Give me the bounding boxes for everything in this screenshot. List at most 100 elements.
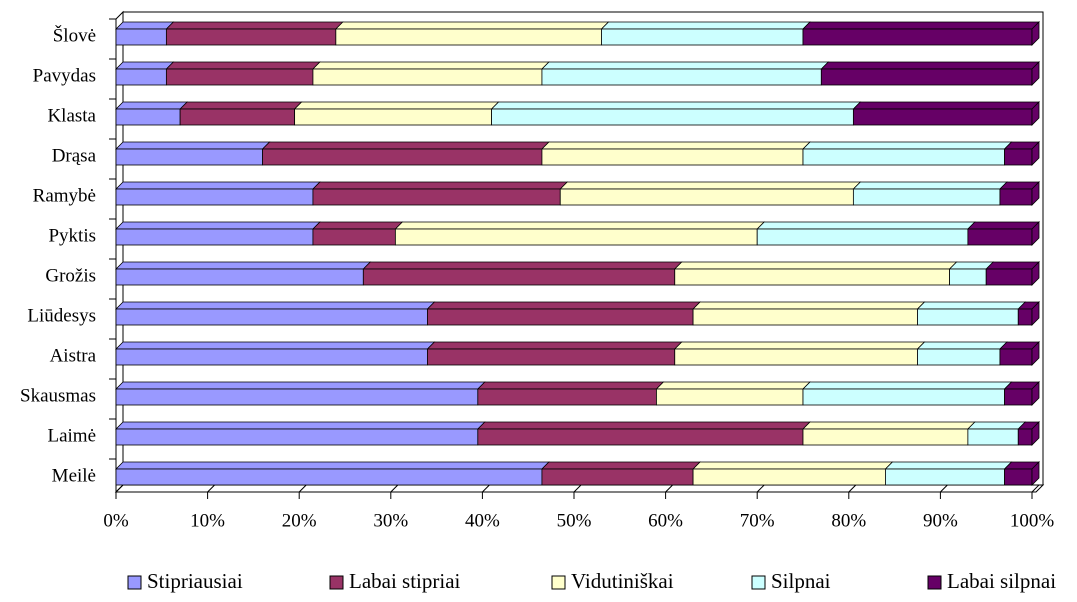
bar-front [335,28,602,46]
bar-segment [985,261,1040,286]
bar-top [692,301,926,310]
bar-front [115,148,263,166]
x-tick-label: 30% [373,510,408,531]
bar-top [540,141,811,150]
bar-top [334,21,610,30]
bar-top [540,461,702,470]
bar-segment [655,381,811,406]
bar-front [115,308,428,326]
legend-swatch [329,575,344,590]
bar-top [852,101,1040,110]
bar-segment [115,21,175,46]
bar-front [601,28,804,46]
bar-front [541,148,804,166]
bar-segment [540,461,702,486]
bar-front [985,268,1033,286]
legend-label: Silpnai [771,569,831,593]
floor-grid [940,484,948,493]
floor-grid [390,484,399,493]
legend-swatch [927,575,942,590]
bar-front [541,468,694,486]
bar-top [311,61,550,70]
bar-segment [293,101,500,126]
legend-label: Labai stipriai [349,569,461,593]
bar-top [820,61,1040,70]
x-tick-label: 10% [190,510,225,531]
bar-front [674,348,918,366]
bar-top [311,181,569,190]
bar-front [541,68,822,86]
bar-top [115,301,436,310]
bar-top [115,261,372,270]
bar-top [426,301,702,310]
floor-grid [1031,484,1040,493]
x-tick-label: 50% [557,510,592,531]
bar-front [115,348,428,366]
bar-top [115,461,550,470]
x-tick-label: 80% [831,510,866,531]
bar-segment [1003,381,1040,406]
bar-segment [540,141,811,166]
bar-side [1031,21,1040,46]
bar-segment [1017,421,1040,446]
bar-side [1031,221,1040,246]
bar-front [179,108,296,126]
x-tick-label: 20% [282,510,317,531]
bar-front [852,108,1033,126]
bar-top [756,221,976,230]
bar-side [1031,301,1040,326]
bar-side [1031,461,1040,486]
bar-segment [311,181,569,206]
bar-segment [426,301,702,326]
bar-segment [476,421,811,446]
x-tick-label: 90% [923,510,958,531]
bar-front [999,188,1033,206]
bar-front [1017,308,1033,326]
bar-segment [334,21,610,46]
bar-front [802,428,969,446]
bar-segment [852,181,1008,206]
bar-top [115,221,321,230]
bar-segment [115,381,486,406]
legend-swatch [127,575,142,590]
bar-segment [1003,141,1040,166]
bar-top [115,421,486,430]
bar-front [802,388,1005,406]
bar-front [656,388,804,406]
legend-swatch [551,575,566,590]
bar-top [179,101,303,110]
bar-segment [362,261,683,286]
bar-front [312,68,543,86]
bar-front [885,468,1005,486]
floor-grid [573,484,582,493]
bar-segment [673,261,958,286]
bar-segment [476,381,665,406]
bar-side [1031,341,1040,366]
bar-front [115,428,479,446]
bar-front [756,228,969,246]
x-tick-label: 100% [1010,510,1055,531]
floor-grid [756,484,765,493]
floor-grid [115,484,124,493]
bar-top [916,341,1008,350]
bar-front [802,148,1005,166]
bar-segment [998,181,1040,206]
bar-side [1031,381,1040,406]
y-tick-label: Pyktis [48,225,96,246]
bar-segment [115,61,175,86]
floor-grid [848,484,857,493]
bar-front [967,228,1033,246]
legend-swatch [751,575,766,590]
bar-segment [802,421,976,446]
bar-side [1031,61,1040,86]
bar-front [312,228,396,246]
bar-segment [261,141,550,166]
floor-grid [298,484,307,493]
bar-segment [311,221,404,246]
bar-top [966,421,1027,430]
y-tick-label: Drąsa [52,145,97,166]
bar-top [600,21,811,30]
bar-segment [490,101,862,126]
bar-top [362,261,683,270]
